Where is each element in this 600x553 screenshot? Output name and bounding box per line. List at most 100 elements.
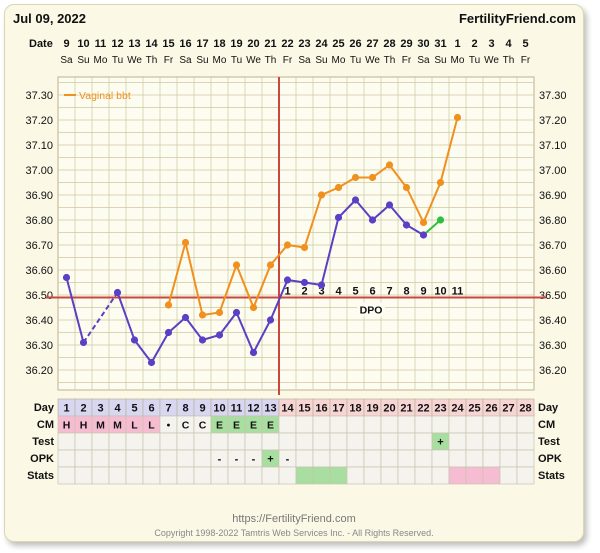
bbt-overlay-point <box>368 173 377 182</box>
day-number: 7 <box>165 403 171 415</box>
date-number: 15 <box>162 38 174 50</box>
stats-cell <box>108 466 127 485</box>
temp-line-dashed <box>82 291 119 344</box>
date-number: 14 <box>145 38 158 50</box>
day-number: 21 <box>400 403 412 415</box>
cm-cell <box>448 415 467 434</box>
date-number: 10 <box>77 38 89 50</box>
table-row-label-right: Test <box>538 436 560 448</box>
date-number: 20 <box>247 38 259 50</box>
temperature-point <box>113 288 122 297</box>
test-cell <box>244 432 263 451</box>
day-number: 26 <box>485 403 497 415</box>
temperature-point <box>130 336 139 344</box>
dpo-number: 9 <box>420 286 426 298</box>
y-tick-label-left: 36.60 <box>25 265 53 277</box>
cm-cell <box>465 415 484 434</box>
chart-date: Jul 09, 2022 <box>13 11 86 26</box>
y-tick-label-right: 37.10 <box>539 140 567 152</box>
temperature-point <box>368 216 377 224</box>
temperature-point <box>266 316 275 324</box>
test-cell <box>448 432 467 451</box>
y-tick-label-right: 36.90 <box>539 190 567 202</box>
cm-cell <box>329 415 348 434</box>
day-number: 16 <box>315 403 327 415</box>
day-number: 2 <box>80 403 86 415</box>
bbt-overlay-point <box>164 301 173 309</box>
table-row-label-right: Day <box>538 402 559 414</box>
weekday-label: Fr <box>402 55 412 66</box>
y-tick-label-left: 36.50 <box>25 290 53 302</box>
opk-cell <box>465 449 484 468</box>
temperature-point <box>62 273 71 282</box>
test-cell <box>91 432 110 451</box>
stats-cell <box>227 466 246 485</box>
footer-url[interactable]: https://FertilityFriend.com <box>232 513 355 525</box>
test-cell <box>380 432 399 451</box>
table-row-label-right: CM <box>538 419 555 431</box>
stats-cell <box>295 466 314 485</box>
fertility-chart: Jul 09, 2022 FertilityFriend.com Date 9 1… <box>13 11 576 538</box>
opk-cell <box>397 449 416 468</box>
y-tick-label-right: 36.70 <box>539 240 567 252</box>
opk-value: - <box>235 454 239 466</box>
date-number: 5 <box>522 38 528 50</box>
y-tick-label-right: 37.30 <box>539 90 567 102</box>
y-tick-label-right: 37.00 <box>539 165 567 177</box>
date-number: 17 <box>196 38 208 50</box>
temperature-point <box>436 216 445 224</box>
date-number: 27 <box>366 38 378 50</box>
y-tick-label-right: 36.60 <box>539 265 567 277</box>
temperature-point <box>402 221 411 229</box>
table-row-label-right: Stats <box>538 470 565 482</box>
table-row-label-left: Stats <box>27 470 54 482</box>
test-cell <box>159 432 178 451</box>
table-row-label-left: CM <box>37 419 54 431</box>
weekday-label: Mo <box>332 55 346 66</box>
weekday-label: Su <box>196 55 208 66</box>
bbt-overlay-point <box>351 173 360 182</box>
opk-cell <box>125 449 144 468</box>
cm-value: • <box>167 420 171 432</box>
opk-cell <box>414 449 433 468</box>
chart-card: Jul 09, 2022 FertilityFriend.com Date 9 1… <box>4 4 584 542</box>
date-number: 26 <box>349 38 361 50</box>
bbt-overlay-point <box>453 113 462 122</box>
cm-cell <box>295 415 314 434</box>
y-tick-label-right: 36.30 <box>539 340 567 352</box>
day-number: 11 <box>231 403 243 415</box>
test-cell <box>125 432 144 451</box>
bbt-overlay-point <box>232 261 241 269</box>
date-number: 29 <box>400 38 412 50</box>
weekday-label: Mo <box>94 55 108 66</box>
opk-value: + <box>267 454 273 466</box>
stats-cell <box>125 466 144 485</box>
test-cell <box>363 432 382 451</box>
temp-line-segment <box>65 277 85 343</box>
dpo-number: 6 <box>369 286 375 298</box>
cm-value: C <box>199 420 207 432</box>
cm-cell <box>414 415 433 434</box>
site-name: FertilityFriend.com <box>459 11 576 26</box>
opk-value: - <box>286 454 290 466</box>
date-number: 2 <box>471 38 477 50</box>
opk-cell <box>431 449 450 468</box>
opk-cell <box>516 449 535 468</box>
opk-cell <box>57 449 76 468</box>
weekday-label: Fr <box>164 55 174 66</box>
bbt-overlay-point <box>436 178 445 187</box>
cm-value: E <box>250 420 257 432</box>
test-cell <box>465 432 484 451</box>
cm-value: E <box>216 420 223 432</box>
y-tick-label-left: 36.90 <box>25 190 53 202</box>
bbt-overlay-point <box>300 243 309 252</box>
date-row-label: Date <box>29 38 53 50</box>
cm-value: H <box>80 420 88 432</box>
opk-cell <box>312 449 331 468</box>
bbt-overlay-point <box>317 191 326 199</box>
bbt-overlay-point <box>266 261 275 269</box>
day-number: 18 <box>349 403 361 415</box>
opk-cell <box>91 449 110 468</box>
day-number: 1 <box>63 403 69 415</box>
stats-cell <box>74 466 93 485</box>
